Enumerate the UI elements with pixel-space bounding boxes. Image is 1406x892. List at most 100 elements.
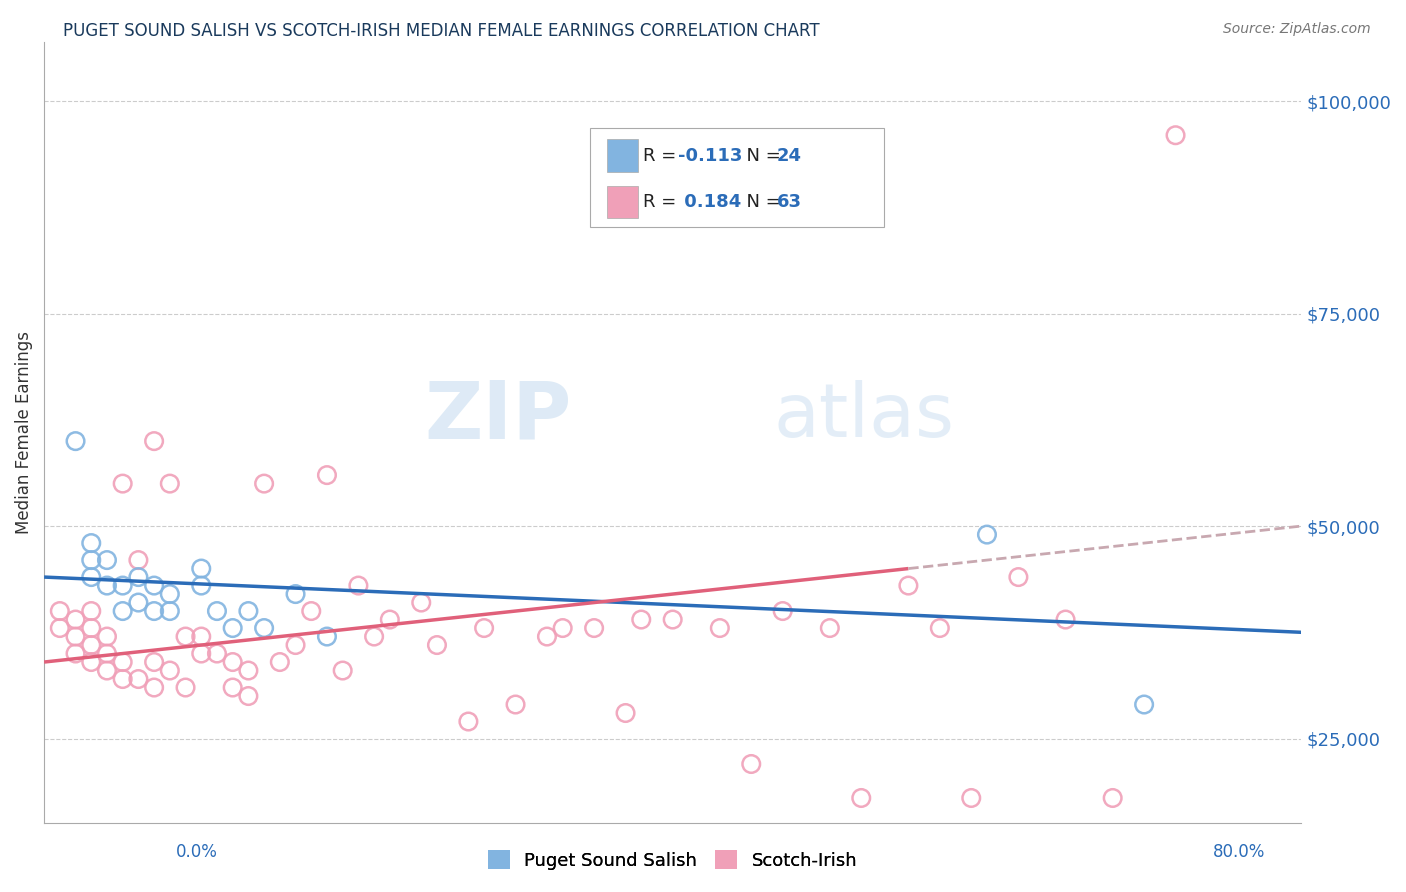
Text: R =: R = (644, 194, 682, 211)
Text: 0.0%: 0.0% (176, 843, 218, 861)
Point (332, 664, 354, 678)
Point (221, 655, 243, 669)
Text: N =: N = (734, 146, 786, 164)
Point (80, 604, 103, 618)
Text: Source: ZipAtlas.com: Source: ZipAtlas.com (1223, 22, 1371, 37)
Point (127, 570, 149, 584)
Point (80, 655, 103, 669)
Text: R =: R = (644, 146, 682, 164)
Point (205, 647, 228, 661)
Point (472, 621, 495, 635)
Point (111, 672, 134, 686)
Point (111, 604, 134, 618)
Point (190, 630, 212, 644)
Point (127, 672, 149, 686)
Text: N =: N = (734, 194, 786, 211)
Point (65, 630, 87, 644)
Point (818, 621, 841, 635)
Point (221, 681, 243, 695)
Point (190, 647, 212, 661)
Text: -0.113: -0.113 (679, 146, 742, 164)
Point (238, 604, 260, 618)
Point (1007, 570, 1029, 584)
Point (111, 578, 134, 592)
Point (221, 621, 243, 635)
Point (347, 578, 370, 592)
Point (159, 604, 181, 618)
Point (614, 706, 637, 720)
Point (1054, 613, 1077, 627)
Point (897, 578, 920, 592)
Point (174, 681, 197, 695)
Point (284, 587, 307, 601)
Text: 24: 24 (776, 146, 801, 164)
Text: 80.0%: 80.0% (1213, 843, 1265, 861)
Point (238, 689, 260, 703)
Point (143, 434, 166, 449)
Point (426, 638, 449, 652)
Point (80, 536, 103, 550)
Point (159, 476, 181, 491)
Point (851, 791, 873, 805)
Point (127, 596, 149, 610)
Point (1164, 128, 1187, 143)
Point (80, 553, 103, 567)
Y-axis label: Median Female Earnings: Median Female Earnings (15, 331, 32, 534)
Text: PUGET SOUND SALISH VS SCOTCH-IRISH MEDIAN FEMALE EARNINGS CORRELATION CHART: PUGET SOUND SALISH VS SCOTCH-IRISH MEDIA… (63, 22, 820, 40)
Point (238, 664, 260, 678)
Text: 0.184: 0.184 (679, 194, 741, 211)
Point (96, 553, 118, 567)
Point (96, 647, 118, 661)
Point (316, 468, 339, 483)
Point (143, 681, 166, 695)
Point (551, 621, 574, 635)
Point (49, 604, 72, 618)
Point (976, 527, 998, 541)
Point (960, 791, 983, 805)
Point (143, 578, 166, 592)
Legend: Puget Sound Salish, Scotch-Irish: Puget Sound Salish, Scotch-Irish (481, 843, 865, 877)
Point (111, 476, 134, 491)
Point (284, 638, 307, 652)
Point (772, 604, 794, 618)
Point (269, 655, 291, 669)
Point (253, 621, 276, 635)
Point (205, 604, 228, 618)
Point (505, 698, 527, 712)
Point (583, 621, 606, 635)
Point (96, 578, 118, 592)
Point (661, 613, 683, 627)
Point (630, 613, 652, 627)
Point (1101, 791, 1123, 805)
Point (1133, 698, 1156, 712)
Point (65, 434, 87, 449)
Point (159, 587, 181, 601)
Point (190, 561, 212, 575)
Text: 63: 63 (776, 194, 801, 211)
Point (127, 553, 149, 567)
Point (316, 630, 339, 644)
Point (143, 604, 166, 618)
Point (96, 664, 118, 678)
Point (190, 578, 212, 592)
Point (536, 630, 558, 644)
Point (111, 655, 134, 669)
Point (80, 638, 103, 652)
Point (49, 621, 72, 635)
Point (740, 757, 762, 772)
Point (253, 476, 276, 491)
Text: atlas: atlas (773, 381, 955, 453)
Point (363, 630, 385, 644)
Point (143, 655, 166, 669)
Point (411, 596, 433, 610)
Point (159, 664, 181, 678)
Point (65, 647, 87, 661)
Point (709, 621, 731, 635)
Point (65, 613, 87, 627)
Point (80, 621, 103, 635)
Point (80, 570, 103, 584)
Point (928, 621, 950, 635)
Point (174, 630, 197, 644)
Text: ZIP: ZIP (425, 378, 572, 456)
Point (457, 714, 479, 729)
